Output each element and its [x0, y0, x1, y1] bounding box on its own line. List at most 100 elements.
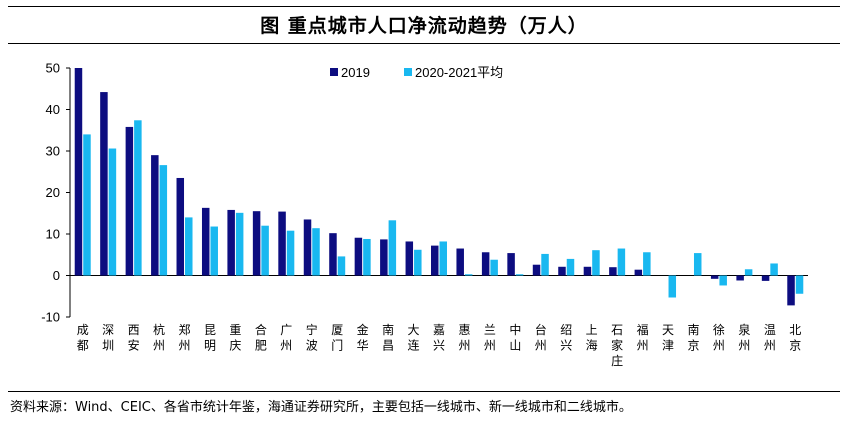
- bar-2020-2021: [185, 217, 193, 276]
- y-tick-label: -10: [41, 310, 60, 325]
- bar-2019: [761, 275, 770, 281]
- x-category-label: 温州: [764, 323, 776, 353]
- bar-2019: [481, 252, 490, 276]
- x-category-label: 宁波: [306, 322, 318, 353]
- bar-2020-2021: [286, 230, 295, 276]
- bar-2019: [507, 253, 515, 276]
- bar-2020-2021: [363, 238, 371, 276]
- bar-2020-2021: [261, 225, 269, 276]
- bar-2019: [558, 266, 566, 276]
- x-category-label: 杭州: [153, 322, 165, 353]
- bar-2019: [201, 207, 210, 276]
- legend-label: 2020-2021平均: [415, 65, 503, 80]
- bar-2020-2021: [693, 253, 702, 276]
- bar-2019: [125, 126, 134, 276]
- y-tick-label: 10: [46, 227, 60, 242]
- x-category-label: 重庆: [229, 323, 241, 353]
- top-rule: [8, 6, 840, 7]
- x-category-label: 广州: [280, 323, 292, 353]
- bar-2019: [329, 233, 337, 276]
- bar-2019: [176, 177, 185, 276]
- y-tick-label: 20: [46, 185, 60, 200]
- bar-2019: [380, 239, 388, 276]
- y-tick-label: 40: [46, 102, 60, 117]
- legend-swatch: [404, 68, 412, 76]
- x-category-label: 福州: [637, 322, 649, 353]
- legend-swatch: [330, 68, 338, 76]
- bar-2020-2021: [592, 250, 600, 276]
- bar-2020-2021: [490, 259, 498, 276]
- bar-2020-2021: [719, 275, 727, 286]
- bar-2019: [303, 219, 312, 276]
- bar-2020-2021: [210, 226, 218, 276]
- x-category-label: 石家庄: [611, 323, 623, 368]
- bar-2019: [405, 241, 414, 276]
- source-note: 资料来源：Wind、CEIC、各省市统计年鉴，海通证券研究所，主要包括一线城市、…: [10, 400, 632, 415]
- chart-title: 图 重点城市人口净流动趋势（万人）: [260, 15, 588, 37]
- x-category-label: 南京: [687, 322, 699, 353]
- bar-2020-2021: [617, 248, 626, 276]
- x-category-label: 金华: [357, 322, 369, 353]
- bar-2020-2021: [108, 148, 117, 276]
- x-category-label: 惠州: [458, 323, 470, 353]
- bar-2020-2021: [159, 165, 168, 276]
- bar-2019: [278, 211, 286, 276]
- bar-2019: [787, 275, 795, 306]
- bar-2019: [354, 237, 363, 276]
- x-category-label: 西安: [128, 323, 140, 353]
- x-category-label: 昆明: [204, 323, 216, 353]
- x-category-label: 天津: [662, 323, 674, 353]
- x-category-label: 成都: [77, 323, 89, 353]
- bar-2019: [532, 264, 541, 276]
- bar-2020-2021: [464, 274, 473, 276]
- x-category-label: 上海: [586, 323, 598, 353]
- bar-2020-2021: [388, 220, 397, 276]
- bar-2020-2021: [643, 252, 651, 276]
- bar-2020-2021: [439, 241, 447, 276]
- y-tick-label: 50: [46, 61, 60, 76]
- x-category-label: 台州: [535, 322, 547, 353]
- x-category-label: 泉州: [738, 323, 750, 353]
- bottom-rule: [8, 391, 840, 392]
- bar-2020-2021: [515, 274, 524, 276]
- bar-2020-2021: [312, 228, 320, 276]
- x-category-label: 北京: [789, 323, 801, 353]
- bar-2020-2021: [744, 269, 753, 276]
- bar-2019: [634, 269, 643, 276]
- x-category-label: 厦门: [331, 323, 343, 353]
- x-category-label: 深圳: [102, 323, 114, 353]
- bar-2020-2021: [795, 275, 804, 294]
- bar-2019: [252, 211, 261, 276]
- bar-2020-2021: [668, 275, 677, 298]
- bar-2020-2021: [134, 120, 142, 276]
- x-category-label: 郑州: [179, 322, 191, 353]
- bar-2019: [609, 267, 617, 276]
- x-category-label: 绍兴: [560, 323, 572, 353]
- bar-2019: [710, 275, 719, 279]
- bar-2020-2021: [83, 134, 91, 276]
- bar-2019: [74, 68, 83, 276]
- bar-2019: [227, 209, 235, 276]
- x-category-label: 嘉兴: [433, 323, 445, 353]
- x-category-label: 合肥: [255, 322, 267, 353]
- bar-2019: [151, 155, 159, 276]
- bar-2019: [583, 266, 592, 276]
- y-tick-label: 0: [53, 268, 60, 283]
- bar-2020-2021: [770, 263, 778, 276]
- y-tick-label: 30: [46, 144, 60, 159]
- x-category-label: 兰州: [484, 323, 496, 353]
- x-category-label: 大连: [408, 323, 420, 353]
- title-rule: [8, 43, 840, 44]
- bar-2019: [736, 275, 744, 281]
- legend-label: 2019: [341, 65, 370, 80]
- x-category-label: 南昌: [382, 322, 394, 353]
- bar-2020-2021: [566, 258, 575, 276]
- bar-2019: [456, 248, 464, 276]
- bar-2019: [431, 245, 439, 276]
- bar-2020-2021: [235, 212, 244, 276]
- x-category-label: 徐州: [713, 322, 725, 353]
- bar-2020-2021: [541, 253, 549, 276]
- bar-2020-2021: [414, 249, 422, 276]
- x-category-label: 中山: [509, 322, 521, 353]
